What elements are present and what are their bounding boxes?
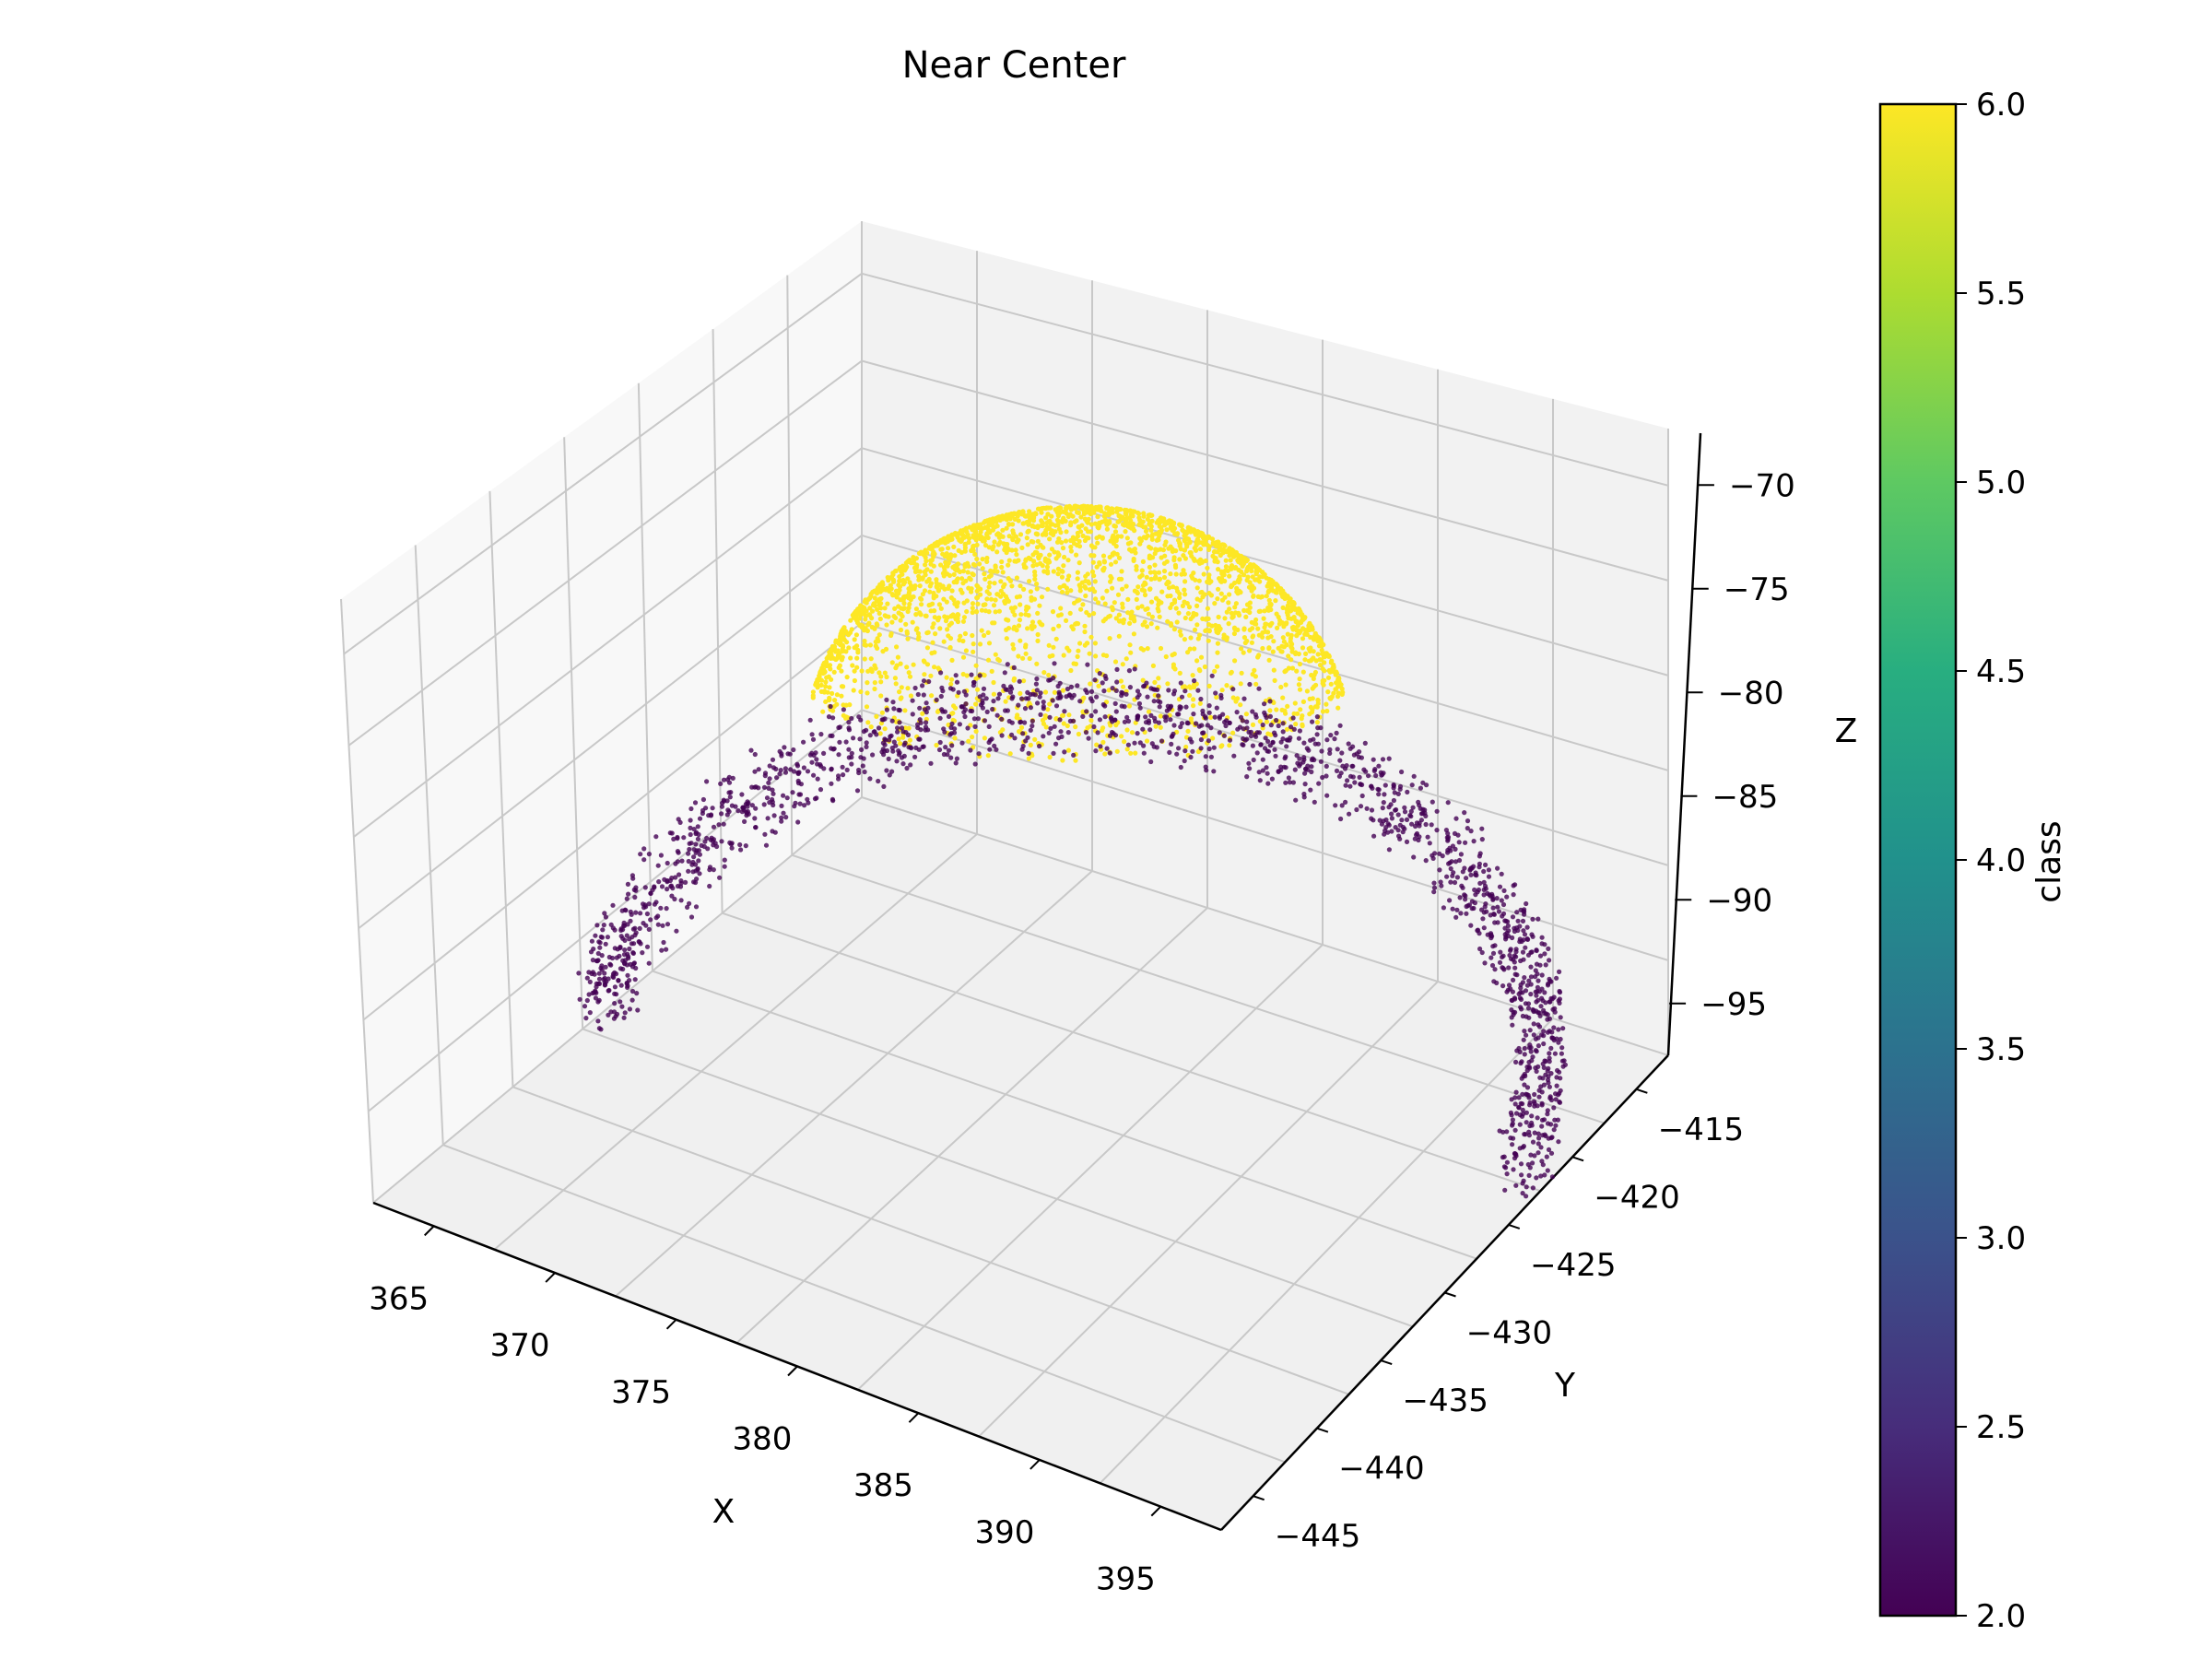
yticks-label: −420 — [1594, 1179, 1679, 1216]
xticks-label: 365 — [369, 1280, 429, 1317]
x-axis-label: X — [712, 1493, 735, 1531]
xticks-label: 375 — [611, 1374, 671, 1411]
zticks-label: −70 — [1729, 467, 1795, 504]
xticks-label: 395 — [1096, 1561, 1156, 1598]
colorbar-tick-label: 4.0 — [1976, 842, 2026, 879]
colorbar-label: class — [2030, 820, 2068, 902]
xticks-label: 380 — [733, 1421, 793, 1458]
colorbar-tick-label: 2.5 — [1976, 1409, 2026, 1446]
colorbar-tick-label: 3.5 — [1976, 1031, 2026, 1068]
x-axis-ticks: 365 370 375 380 385 390 395 — [369, 1225, 1161, 1598]
z-axis-label: Z — [1835, 712, 1858, 750]
colorbar-tick-label: 6.0 — [1976, 87, 2026, 124]
colorbar-tick-label: 4.5 — [1976, 653, 2026, 690]
z-axis-ticks: −95 −90 −85 −80 −75 −70 — [1669, 467, 1795, 1023]
yticks-label: −430 — [1466, 1315, 1552, 1352]
zticks-label: −80 — [1718, 675, 1784, 712]
chart-title: Near Center — [902, 44, 1126, 87]
xticks-label: 390 — [974, 1514, 1034, 1551]
floor-pane — [373, 797, 1668, 1530]
y-axis-label: Y — [1554, 1367, 1576, 1405]
zticks-label: −75 — [1724, 571, 1790, 608]
yticks-label: −445 — [1275, 1518, 1360, 1555]
yticks-label: −415 — [1658, 1112, 1744, 1148]
back-pane — [862, 221, 1668, 1055]
xticks-label: 370 — [490, 1327, 550, 1364]
colorbar-tick-label: 2.0 — [1976, 1598, 2026, 1635]
y-axis-ticks: −415 −420 −425 −430 −435 −440 −445 — [1253, 1088, 1744, 1555]
zticks-label: −85 — [1712, 779, 1779, 816]
colorbar-tick-label: 3.0 — [1976, 1220, 2026, 1257]
yticks-label: −440 — [1338, 1451, 1424, 1488]
xticks-label: 385 — [853, 1467, 913, 1504]
colorbar-tick-label: 5.5 — [1976, 276, 2026, 312]
zticks-label: −90 — [1706, 882, 1772, 919]
yticks-label: −425 — [1530, 1247, 1616, 1284]
zticks-label: −95 — [1700, 986, 1767, 1023]
colorbar-tick-label: 5.0 — [1976, 465, 2026, 501]
colorbar — [1878, 102, 1958, 1618]
yticks-label: −435 — [1403, 1382, 1488, 1419]
scatter-points — [576, 503, 1568, 1199]
colorbar-ticks: 2.0 2.5 3.0 3.5 4.0 4.5 5.0 5.5 6.0 — [1956, 87, 2026, 1635]
left-pane — [341, 221, 862, 1203]
